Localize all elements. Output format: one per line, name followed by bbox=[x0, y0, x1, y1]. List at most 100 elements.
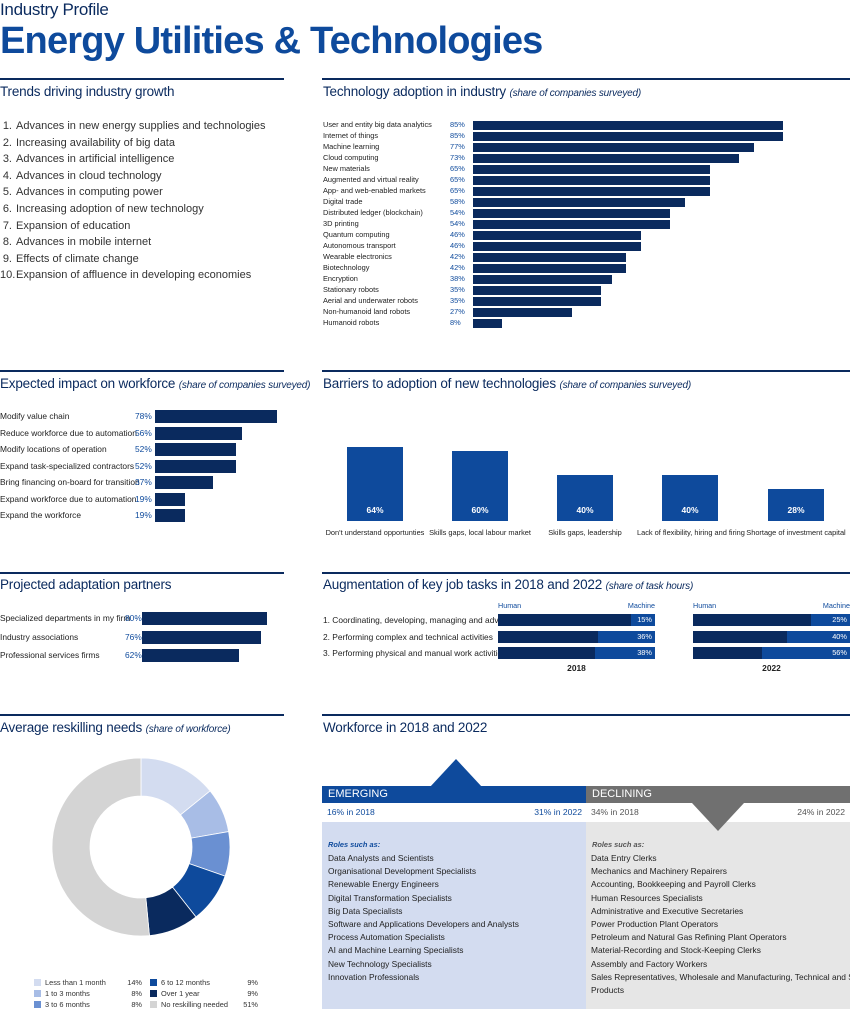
trend-number: 5. bbox=[2, 186, 12, 199]
declining-roles-title: Roles such as: bbox=[592, 840, 645, 849]
barrier-label: Don't understand opportunties bbox=[325, 528, 425, 537]
barrier-label: Skills gaps, leadership bbox=[548, 528, 622, 537]
barrier-bar: 40% bbox=[557, 474, 613, 521]
tech-adoption-bar bbox=[473, 231, 641, 240]
tech-adoption-label: Stationary robots bbox=[323, 285, 379, 294]
tech-adoption-bar bbox=[473, 308, 572, 317]
emerging-role: Innovation Professionals bbox=[328, 971, 420, 982]
reskilling-donut-chart bbox=[51, 757, 231, 937]
trend-label: Increasing availability of big data bbox=[16, 136, 175, 149]
tech-adoption-pct: 46% bbox=[450, 230, 465, 239]
impact-pct: 52% bbox=[135, 444, 152, 454]
barrier-pct: 40% bbox=[681, 504, 699, 515]
legend-pct: 14% bbox=[127, 978, 142, 987]
barrier-bar: 40% bbox=[662, 474, 718, 521]
barriers-title-text: Barriers to adoption of new technologies bbox=[323, 376, 556, 391]
section-rule bbox=[322, 714, 850, 716]
impact-label: Reduce workforce due to automation bbox=[0, 427, 137, 438]
emerging-share-2022: 31% in 2022 bbox=[534, 807, 582, 817]
trend-label: Advances in cloud technology bbox=[16, 169, 162, 182]
tech-adoption-label: Humanoid robots bbox=[323, 318, 380, 327]
barrier-bar: 60% bbox=[452, 451, 508, 521]
tech-adoption-pct: 65% bbox=[450, 186, 465, 195]
impact-label: Expand workforce due to automation bbox=[0, 493, 137, 504]
tech-adoption-bar bbox=[473, 209, 671, 218]
impact-pct: 37% bbox=[135, 477, 152, 487]
impact-bar bbox=[155, 476, 213, 489]
tech-adoption-pct: 35% bbox=[450, 296, 465, 305]
emerging-role: Process Automation Specialists bbox=[328, 932, 445, 943]
declining-role: Accounting, Bookkeeping and Payroll Cler… bbox=[591, 879, 756, 890]
tech-adoption-pct: 54% bbox=[450, 208, 465, 217]
trend-number: 1. bbox=[2, 120, 12, 132]
declining-share-2022: 24% in 2022 bbox=[797, 807, 845, 817]
declining-role: Administrative and Executive Secretaries bbox=[591, 905, 744, 916]
legend-label: 1 to 3 months bbox=[45, 989, 90, 998]
tech-adoption-pct: 38% bbox=[450, 274, 465, 283]
augmentation-task-label: 1. Coordinating, developing, managing an… bbox=[323, 615, 516, 625]
impact-pct: 52% bbox=[135, 460, 152, 471]
emerging-roles-panel: Roles such as: Data Analysts and Scienti… bbox=[322, 822, 586, 1009]
declining-roles-list: Data Entry Clerks Mechanics and Machinery… bbox=[591, 852, 850, 997]
augmentation-machine-pct: 38% bbox=[637, 648, 652, 657]
legend-swatch bbox=[150, 1001, 157, 1008]
trend-item: 2. Increasing availability of big data bbox=[0, 135, 266, 152]
impact-pct: 19% bbox=[135, 493, 152, 504]
trend-item: 10.Expansion of affluence in developing … bbox=[0, 267, 266, 284]
barrier-pct: 28% bbox=[787, 504, 805, 515]
augmentation-human-label: Human bbox=[693, 601, 717, 610]
augmentation-year-label: 2018 bbox=[567, 663, 586, 673]
declining-role: Mechanics and Machinery Repairers bbox=[591, 866, 727, 877]
tech-adoption-label: Non-humanoid land robots bbox=[323, 307, 411, 316]
section-rule bbox=[322, 572, 850, 574]
barriers-chart: 64% Don't understand opportunties 60% Skill… bbox=[322, 440, 850, 540]
tech-adoption-pct: 58% bbox=[450, 197, 465, 206]
tech-adoption-pct: 42% bbox=[450, 263, 465, 272]
tech-adoption-label: Aerial and underwater robots bbox=[323, 296, 418, 305]
augmentation-title: Augmentation of key job tasks in 2018 an… bbox=[323, 577, 693, 592]
tech-adoption-bar bbox=[473, 143, 755, 152]
impact-bar bbox=[155, 492, 185, 506]
trends-list: 1. Advances in new energy supplies and te… bbox=[0, 118, 266, 284]
tech-adoption-bar bbox=[473, 286, 601, 295]
trend-number: 9. bbox=[2, 252, 12, 265]
trend-label: Increasing adoption of new technology bbox=[16, 202, 204, 215]
trend-number: 7. bbox=[2, 219, 12, 232]
barrier-bar: 64% bbox=[347, 446, 403, 521]
augmentation-machine-label: Machine bbox=[627, 601, 655, 610]
tech-adoption-bar bbox=[473, 132, 784, 141]
tech-adoption-label: App- and web-enabled markets bbox=[323, 186, 426, 195]
trend-item: 9. Effects of climate change bbox=[0, 251, 266, 268]
emerging-up-arrow-icon bbox=[430, 759, 482, 787]
impact-subtitle: (share of companies surveyed) bbox=[178, 380, 311, 391]
tech-adoption-title-text: Technology adoption in industry bbox=[323, 84, 506, 99]
impact-bar bbox=[155, 509, 185, 522]
partner-pct: 62% bbox=[125, 650, 142, 660]
tech-adoption-pct: 46% bbox=[450, 241, 465, 250]
impact-chart: Modify value chain 78% Reduce workforce du… bbox=[0, 410, 284, 526]
tech-adoption-label: New materials bbox=[323, 164, 370, 173]
impact-bar bbox=[155, 426, 243, 440]
declining-down-arrow-icon bbox=[692, 803, 744, 831]
tech-adoption-pct: 54% bbox=[450, 219, 465, 228]
declining-role: Material-Recording and Stock-Keeping Cle… bbox=[591, 945, 761, 956]
emerging-role: Organisational Development Specialists bbox=[328, 866, 477, 877]
augmentation-subtitle: (share of task hours) bbox=[605, 581, 694, 592]
tech-adoption-bar bbox=[473, 264, 627, 273]
barrier-label: Shortage of investment capital bbox=[746, 528, 846, 537]
reskilling-title-text: Average reskilling needs bbox=[0, 720, 143, 735]
tech-adoption-label: Internet of things bbox=[323, 131, 379, 140]
declining-label: DECLINING bbox=[592, 788, 652, 800]
partner-bar bbox=[142, 612, 267, 625]
tech-adoption-bar bbox=[473, 121, 784, 130]
legend-swatch bbox=[150, 990, 157, 997]
tech-adoption-label: Biotechnology bbox=[323, 263, 370, 272]
declining-role: Sales Representatives, Wholesale and Man… bbox=[591, 971, 850, 982]
tech-adoption-pct: 42% bbox=[450, 252, 465, 261]
declining-role: Assembly and Factory Workers bbox=[591, 958, 708, 969]
legend-pct: 8% bbox=[131, 1000, 142, 1009]
augmentation-human-bar bbox=[498, 614, 632, 626]
legend-pct: 51% bbox=[243, 1000, 258, 1009]
augmentation-human-bar bbox=[693, 614, 811, 626]
trend-number: 3. bbox=[2, 153, 12, 166]
